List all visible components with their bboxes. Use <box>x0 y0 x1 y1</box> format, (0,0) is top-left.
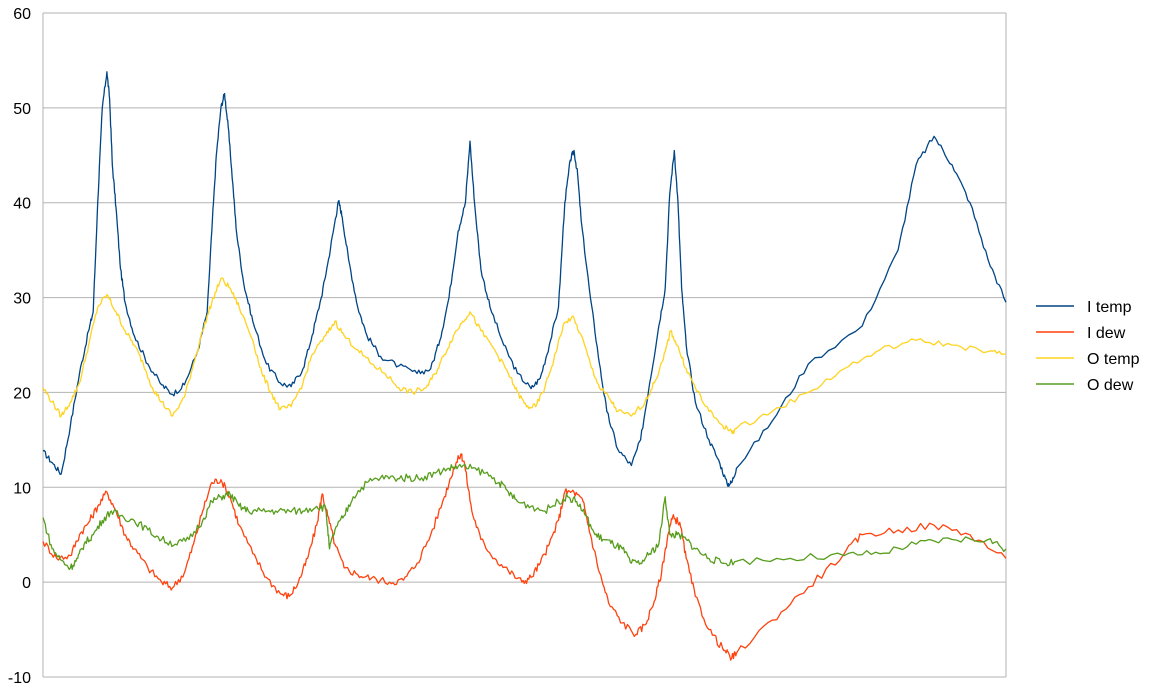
y-tick-label: 10 <box>13 480 31 497</box>
y-tick-label: 30 <box>13 291 31 308</box>
gridlines <box>43 12 1006 678</box>
y-tick-label: 60 <box>13 6 31 23</box>
series-lines <box>42 71 1007 661</box>
y-tick-label: -10 <box>8 670 31 687</box>
legend: I temp I dew O temp O dew <box>1036 299 1140 394</box>
y-tick-label: 0 <box>22 575 31 592</box>
legend-label: I dew <box>1087 325 1126 342</box>
axes <box>42 13 1007 677</box>
y-tick-label: 20 <box>13 385 31 402</box>
legend-label: O temp <box>1087 351 1140 368</box>
y-tick-labels: 60 50 40 30 20 10 0 -10 <box>8 6 31 687</box>
series-line-o-dew <box>42 463 1007 571</box>
series-line-i-dew <box>42 453 1007 661</box>
y-tick-label: 40 <box>13 196 31 213</box>
series-line-i-temp <box>42 71 1007 487</box>
legend-label: I temp <box>1087 299 1132 316</box>
y-tick-label: 50 <box>13 101 31 118</box>
series-line-o-temp <box>42 277 1007 435</box>
legend-label: O dew <box>1087 377 1134 394</box>
